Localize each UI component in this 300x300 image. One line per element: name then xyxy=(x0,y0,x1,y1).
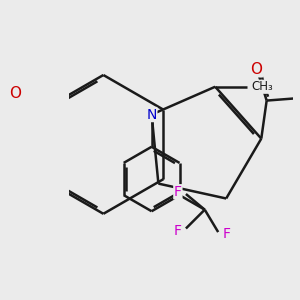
Text: N: N xyxy=(146,107,157,122)
Text: O: O xyxy=(250,62,262,77)
Text: F: F xyxy=(174,224,182,238)
Text: CH₃: CH₃ xyxy=(299,92,300,105)
Text: O: O xyxy=(9,86,21,101)
Text: F: F xyxy=(222,227,230,241)
Text: CH₃: CH₃ xyxy=(251,80,273,93)
Text: F: F xyxy=(174,185,182,199)
